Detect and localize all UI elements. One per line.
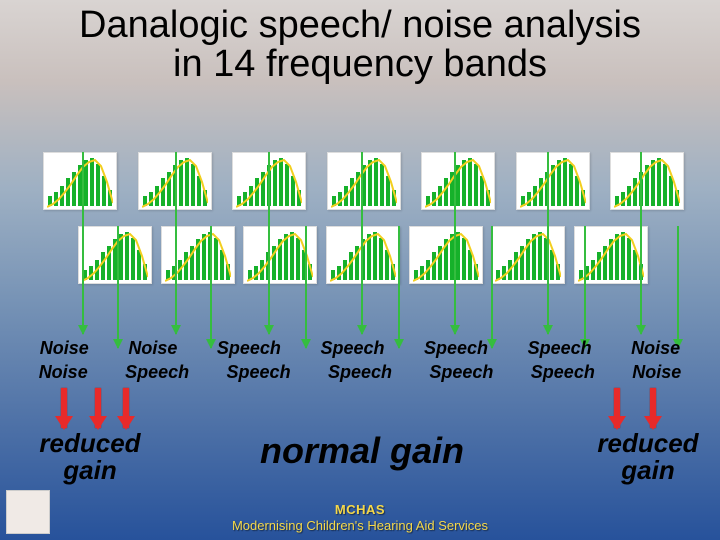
band-classification: Noise — [40, 338, 89, 359]
title-line-1: Danalogic speech/ noise analysis — [0, 6, 720, 45]
band-classification: Speech — [531, 362, 595, 383]
footer-full: Modernising Children's Hearing Aid Servi… — [0, 518, 720, 534]
title-line-2: in 14 frequency bands — [0, 45, 720, 84]
band-classification: Speech — [320, 338, 384, 359]
band-classification: Speech — [328, 362, 392, 383]
band-classification: Noise — [631, 338, 680, 359]
band-classification: Speech — [125, 362, 189, 383]
band-classification: Speech — [217, 338, 281, 359]
band-connector-arrows — [43, 152, 683, 338]
band-classification: Noise — [39, 362, 88, 383]
band-classification: Noise — [128, 338, 177, 359]
logo-placeholder — [6, 490, 50, 534]
band-classification: Speech — [528, 338, 592, 359]
reduced-gain-right: reduced gain — [588, 430, 708, 485]
band-classification: Speech — [227, 362, 291, 383]
band-classification: Noise — [632, 362, 681, 383]
normal-gain-label: normal gain — [182, 430, 542, 472]
slide-title: Danalogic speech/ noise analysis in 14 f… — [0, 0, 720, 84]
reduced-gain-left: reduced gain — [30, 430, 150, 485]
band-classification: Speech — [429, 362, 493, 383]
slide-footer: MCHAS Modernising Children's Hearing Aid… — [0, 502, 720, 535]
footer-acronym: MCHAS — [0, 502, 720, 518]
band-classification: Speech — [424, 338, 488, 359]
classification-row-1: Noise Noise Speech Speech Speech Speech Noise — [20, 338, 700, 359]
classification-row-2: Noise Speech Speech Speech Speech Speech Noise — [20, 362, 700, 383]
